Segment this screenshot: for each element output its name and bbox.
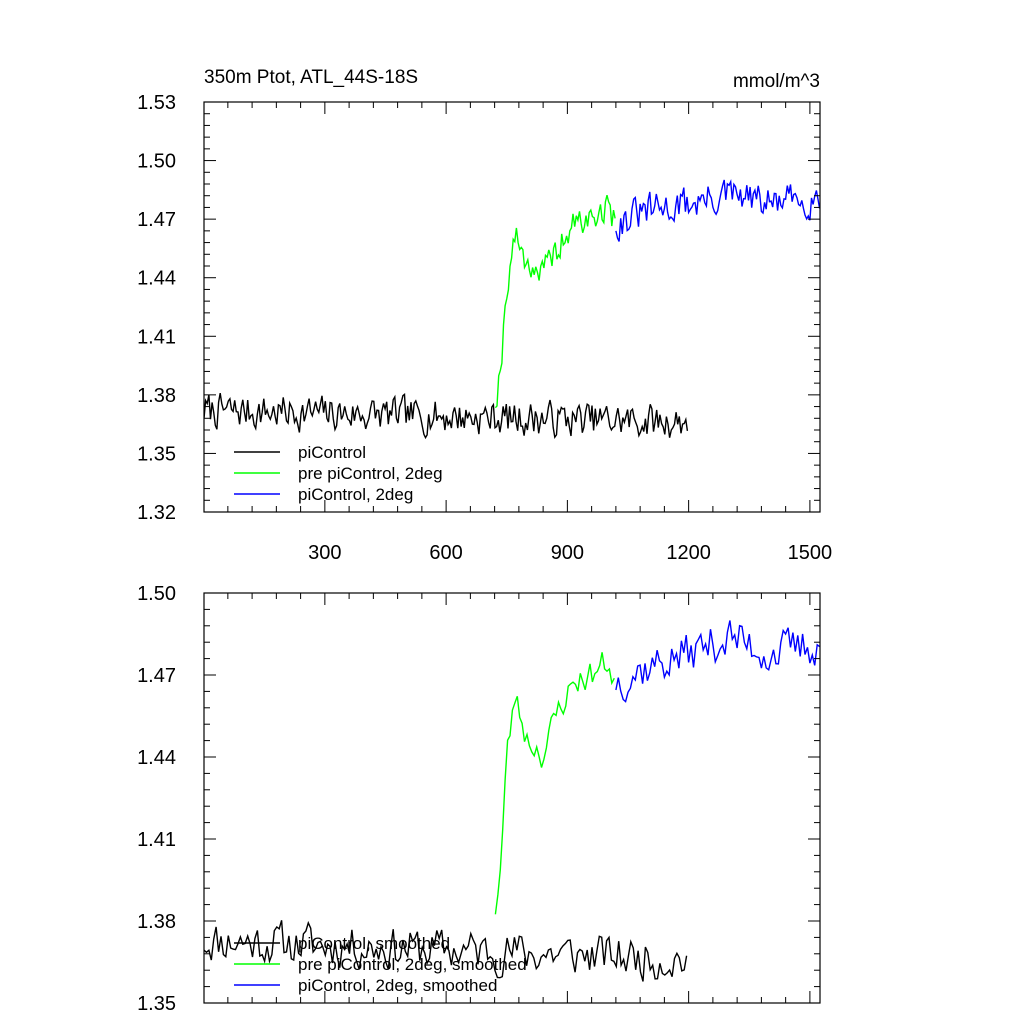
legend-label: piControl, smoothed — [298, 934, 450, 953]
y-tick-label: 1.32 — [137, 502, 176, 524]
series-line-pre_piControl_2deg — [494, 652, 615, 915]
y-tick-label: 1.38 — [137, 911, 176, 933]
series-line-piControl_2deg — [615, 620, 820, 703]
series-line-pre_piControl_2deg — [494, 195, 616, 409]
bottom-panel: 1.35 1.38 1.41 1.44 1.47 1.50 piControl, smoot… — [137, 583, 821, 1015]
y-tick-label: 1.50 — [137, 151, 176, 173]
y-tick-label: 1.53 — [137, 92, 176, 114]
y-tick-label: 1.41 — [137, 326, 176, 348]
y-tick-label: 1.50 — [137, 583, 176, 605]
x-tick-label: 1200 — [666, 542, 711, 564]
y-tick-label: 1.44 — [137, 268, 176, 290]
x-tick-label: 300 — [308, 542, 341, 564]
legend-label: piControl, 2deg — [298, 485, 413, 504]
y-tick-label: 1.35 — [137, 443, 176, 465]
y-tick-label: 1.44 — [137, 747, 176, 769]
x-tick-label: 600 — [429, 542, 462, 564]
series-line-piControl — [204, 920, 688, 982]
series-line-piControl — [204, 392, 689, 440]
y-tick-label: 1.47 — [137, 665, 176, 687]
y-tick-label: 1.38 — [137, 385, 176, 407]
series-line-piControl_2deg — [615, 178, 820, 242]
x-tick-label: 900 — [551, 542, 584, 564]
legend-label: piControl — [298, 443, 366, 462]
chart-units-label: mmol/m^3 — [733, 71, 820, 92]
legend-label: pre piControl, 2deg, smoothed — [298, 955, 527, 974]
chart-title-left: 350m Ptot, ATL_44S-18S — [204, 67, 418, 88]
top-panel: 1.32 1.35 1.38 1.41 1.44 1.47 1.50 1.53 300 600 90… — [137, 92, 832, 564]
y-tick-label: 1.47 — [137, 209, 176, 231]
plot-frame — [203, 592, 821, 1004]
plot-frame — [203, 101, 821, 513]
x-tick-label: 1500 — [788, 542, 833, 564]
series-lines — [204, 620, 820, 982]
series-lines — [204, 178, 820, 440]
y-tick-label: 1.41 — [137, 829, 176, 851]
y-tick-label: 1.35 — [137, 993, 176, 1015]
legend-label: pre piControl, 2deg — [298, 464, 443, 483]
legend-label: piControl, 2deg, smoothed — [298, 976, 497, 995]
